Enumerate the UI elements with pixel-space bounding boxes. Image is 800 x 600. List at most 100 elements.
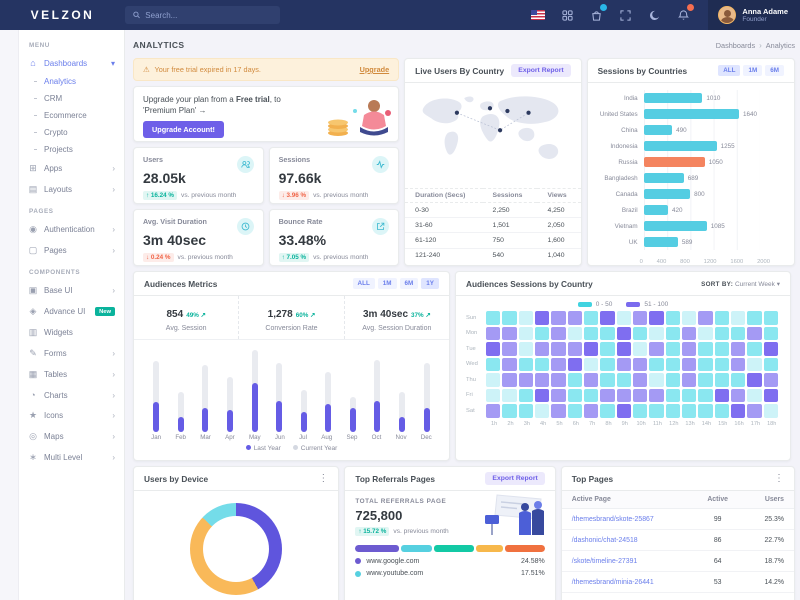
sidebar-item-maps[interactable]: ◎ Maps › [19, 426, 124, 447]
export-report-button[interactable]: Export Report [511, 64, 571, 77]
sidebar-item-label: Icons [44, 411, 64, 420]
filter-6m[interactable]: 6M [399, 278, 419, 289]
heatmap-cell [649, 404, 664, 418]
upgrade-account-button[interactable]: Upgrade Account! [143, 121, 224, 139]
sidebar-item-multi-level[interactable]: ∗ Multi Level › [19, 447, 124, 468]
heatmap-cell [665, 311, 680, 325]
heatmap-cell [714, 326, 729, 340]
icons-icon: ★ [28, 410, 38, 420]
bar-row-bangladesh: Bangladesh 689 [598, 170, 784, 186]
referral-label[interactable]: www.google.com [366, 557, 420, 565]
search-input[interactable] [145, 10, 272, 20]
heatmap-cell [567, 404, 582, 418]
hour-label: 14h [701, 420, 712, 427]
filter-all[interactable]: ALL [718, 65, 741, 76]
bar-track: 1010 [643, 90, 760, 106]
heatmap-cell [600, 373, 615, 387]
sidebar-item-apps[interactable]: ⊞ Apps › [19, 158, 124, 179]
sidebar-item-tables[interactable]: ▦ Tables › [19, 364, 124, 385]
sidebar-subitem-crm[interactable]: CRM [19, 90, 124, 107]
brand-logo[interactable]: VELZON [30, 8, 95, 22]
heatmap-cell [567, 311, 582, 325]
sidebar-item-widgets[interactable]: ▥ Widgets [19, 322, 124, 343]
notifications-bell-icon[interactable] [675, 4, 695, 23]
user-menu[interactable]: Anna Adame Founder [708, 0, 800, 30]
axis-tick: 2000 [757, 259, 770, 265]
live-users-title: Live Users By Country [415, 65, 505, 76]
current-year-bar [227, 376, 234, 432]
page-link[interactable]: /dashonic/chat-24518 [571, 536, 638, 544]
bar-value-label: 1050 [708, 159, 723, 166]
main-content: ANALYTICS Dashboards › Analytics ⚠ Your … [125, 30, 800, 600]
progress-segment [355, 545, 399, 552]
fullscreen-icon[interactable] [617, 7, 633, 23]
filter-all[interactable]: ALL [352, 278, 375, 289]
heatmap-cell [665, 342, 680, 356]
top-referrals-title: Top Referrals Pages [355, 473, 435, 484]
chevron-right-icon: › [112, 286, 115, 295]
more-menu-icon[interactable]: ⋮ [774, 473, 785, 484]
heatmap-cell [730, 342, 746, 356]
heatmap-cell [567, 326, 582, 340]
sidebar-item-charts[interactable]: ◔ Charts › [19, 385, 124, 405]
sidebar-item-layouts[interactable]: ▤ Layouts › [19, 179, 124, 200]
heatmap-row-sat: Sat [466, 404, 780, 418]
last-year-bar [349, 408, 356, 432]
cart-icon[interactable] [588, 4, 608, 23]
heatmap-cell [518, 388, 533, 402]
audiences-metrics-card: Audiences Metrics ALL 1M 6M 1Y 854 49% ↗ A… [133, 271, 450, 461]
sidebar-subitem-analytics[interactable]: Analytics [19, 73, 124, 90]
sidebar-item-authentication[interactable]: ◉ Authentication › [19, 219, 124, 240]
bar: 1085 [643, 221, 725, 231]
sidebar-item-advance-ui[interactable]: ◈ Advance UI New [19, 301, 124, 322]
heatmap-cell [747, 404, 762, 418]
sort-by-dropdown[interactable]: SORT BY: Current Week ▾ [701, 280, 780, 288]
language-flag-icon[interactable] [530, 7, 546, 23]
more-menu-icon[interactable]: ⋮ [318, 473, 329, 484]
filter-1m[interactable]: 1M [743, 65, 763, 76]
stat-card-users: Users 28.05k ↑ 16.24 % vs. previous month [133, 147, 264, 204]
filter-1y[interactable]: 1Y [421, 278, 439, 289]
sidebar-item-base-ui[interactable]: ▣ Base UI › [19, 280, 124, 301]
filter-6m[interactable]: 6M [765, 65, 784, 76]
heatmap-cell [551, 357, 566, 371]
sidebar-subitem-crypto[interactable]: Crypto [19, 124, 124, 141]
page-link[interactable]: /themesbrand/minia-26441 [571, 578, 654, 586]
sidebar-subitem-projects[interactable]: Projects [19, 141, 124, 158]
sidebar-item-dashboards[interactable]: ⌂ Dashboards ▾ [19, 53, 124, 73]
sidebar-subitem-ecommerce[interactable]: Ecommerce [19, 107, 124, 124]
chevron-right-icon: › [112, 390, 115, 400]
breadcrumb-root[interactable]: Dashboards [715, 40, 756, 50]
page-link[interactable]: /skote/timeline-27391 [571, 557, 638, 565]
illustration-referrals [484, 494, 544, 535]
month-column-mar [198, 348, 212, 432]
bar-row-brazil: Brazil 420 [598, 202, 784, 218]
sidebar-rail [0, 30, 19, 600]
sidebar-item-icons[interactable]: ★ Icons › [19, 405, 124, 426]
sidebar-item-pages[interactable]: ▢ Pages › [19, 240, 124, 261]
bar: 1255 [643, 141, 735, 151]
delta-badge: ↑ 7.05 % [278, 253, 310, 262]
heatmap-cell [763, 404, 778, 418]
referral-label[interactable]: www.youtube.com [366, 570, 424, 577]
page-title: ANALYTICS [133, 40, 185, 50]
bar: 490 [643, 125, 687, 135]
sidebar-item-forms[interactable]: ✎ Forms › [19, 343, 124, 364]
heatmap-cell [616, 357, 631, 371]
bar-category-label: China [621, 126, 638, 134]
dark-mode-moon-icon[interactable] [646, 7, 662, 23]
export-report-button[interactable]: Export Report [485, 472, 545, 485]
bar: 1050 [643, 157, 723, 167]
heatmap-row-sun: Sun [466, 311, 780, 325]
month-label: Sep [346, 434, 358, 441]
filter-1m[interactable]: 1M [377, 278, 397, 289]
referral-dot [355, 570, 362, 577]
upgrade-link[interactable]: Upgrade [359, 65, 390, 74]
heatmap-cell [502, 357, 517, 371]
bar-category-label: Canada [615, 190, 638, 198]
apps-grid-icon[interactable] [559, 7, 575, 23]
page-link[interactable]: /themesbrand/skote-25867 [571, 515, 654, 523]
progress-segment [400, 545, 432, 552]
heatmap-cell [714, 373, 729, 387]
hour-label: 17h [750, 420, 761, 427]
